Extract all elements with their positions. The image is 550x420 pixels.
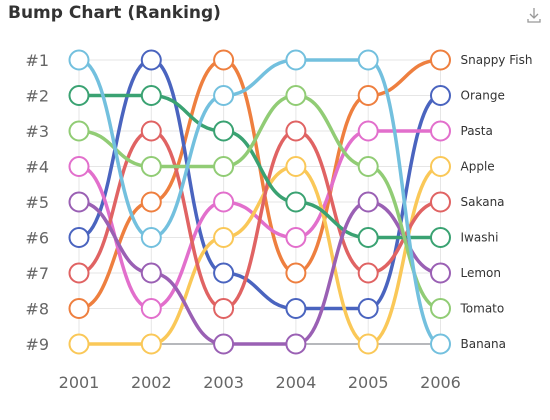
data-point[interactable]	[357, 227, 379, 248]
data-point[interactable]	[430, 191, 451, 213]
x-tick-label: 2004	[276, 373, 317, 392]
data-point[interactable]	[357, 262, 379, 284]
series-end-label: Orange	[461, 89, 505, 103]
series-line[interactable]	[77, 164, 443, 346]
data-point[interactable]	[140, 191, 162, 213]
data-point[interactable]	[68, 298, 90, 319]
data-point[interactable]	[140, 262, 162, 284]
x-tick-label: 2001	[59, 373, 100, 392]
data-point[interactable]	[357, 156, 379, 177]
data-point[interactable]	[430, 298, 451, 319]
x-tick-label: 2005	[348, 373, 389, 392]
chart-title: Bump Chart (Ranking)	[8, 3, 221, 23]
data-point[interactable]	[430, 120, 451, 142]
x-tick-label: 2006	[420, 373, 461, 392]
series-end-label: Snappy Fish	[461, 53, 533, 67]
y-tick-label: #5	[25, 193, 49, 212]
data-point[interactable]	[140, 156, 162, 177]
data-point[interactable]	[213, 156, 235, 177]
data-point[interactable]	[430, 85, 451, 106]
data-point[interactable]	[285, 120, 307, 142]
data-point[interactable]	[140, 298, 162, 319]
series-line[interactable]	[77, 58, 443, 346]
data-point[interactable]	[213, 298, 235, 319]
data-point[interactable]	[68, 333, 90, 355]
series-line[interactable]	[77, 58, 443, 311]
data-point[interactable]	[68, 191, 90, 213]
data-point[interactable]	[285, 298, 307, 319]
data-point[interactable]	[285, 262, 307, 284]
series-end-label: Lemon	[461, 266, 502, 280]
data-point[interactable]	[140, 227, 162, 248]
data-point[interactable]	[430, 333, 451, 355]
data-point[interactable]	[430, 262, 451, 284]
data-point[interactable]	[213, 333, 235, 355]
data-point[interactable]	[285, 156, 307, 177]
data-point[interactable]	[68, 85, 90, 106]
data-point[interactable]	[140, 333, 162, 355]
data-point[interactable]	[430, 227, 451, 248]
data-point[interactable]	[357, 333, 379, 355]
download-icon[interactable]	[524, 5, 544, 25]
data-point[interactable]	[285, 227, 307, 248]
data-point[interactable]	[68, 227, 90, 248]
data-point[interactable]	[213, 85, 235, 106]
series-end-label: Apple	[461, 160, 495, 174]
data-point[interactable]	[213, 191, 235, 213]
data-point[interactable]	[68, 262, 90, 284]
series-end-label: Tomato	[460, 302, 505, 316]
y-tick-label: #7	[25, 264, 49, 283]
y-tick-label: #2	[25, 87, 49, 106]
series-line[interactable]	[77, 200, 443, 346]
data-point[interactable]	[357, 120, 379, 142]
data-point[interactable]	[285, 333, 307, 355]
data-point[interactable]	[430, 49, 451, 71]
data-point[interactable]	[285, 85, 307, 106]
data-point[interactable]	[140, 85, 162, 106]
data-point[interactable]	[285, 49, 307, 71]
data-point[interactable]	[285, 191, 307, 213]
data-point[interactable]	[357, 49, 379, 71]
y-tick-label: #4	[25, 158, 49, 177]
data-point[interactable]	[68, 49, 90, 71]
data-point[interactable]	[213, 49, 235, 71]
y-tick-label: #3	[25, 122, 49, 141]
y-tick-label: #6	[25, 229, 49, 248]
series-end-label: Sakana	[461, 195, 505, 209]
y-tick-label: #9	[25, 335, 49, 354]
series-end-label: Banana	[461, 337, 507, 351]
x-tick-label: 2002	[131, 373, 172, 392]
data-point[interactable]	[357, 191, 379, 213]
data-point[interactable]	[430, 156, 451, 177]
data-point[interactable]	[213, 262, 235, 284]
x-tick-label: 2003	[203, 373, 244, 392]
data-point[interactable]	[357, 85, 379, 106]
data-point[interactable]	[68, 120, 90, 142]
y-tick-label: #1	[25, 51, 49, 70]
y-tick-label: #8	[25, 300, 49, 319]
series-end-label: Iwashi	[461, 231, 499, 245]
data-point[interactable]	[357, 298, 379, 319]
series-end-label: Pasta	[461, 124, 493, 138]
data-point[interactable]	[140, 120, 162, 142]
data-point[interactable]	[68, 156, 90, 177]
data-point[interactable]	[213, 227, 235, 248]
data-point[interactable]	[140, 49, 162, 71]
data-point[interactable]	[213, 120, 235, 142]
